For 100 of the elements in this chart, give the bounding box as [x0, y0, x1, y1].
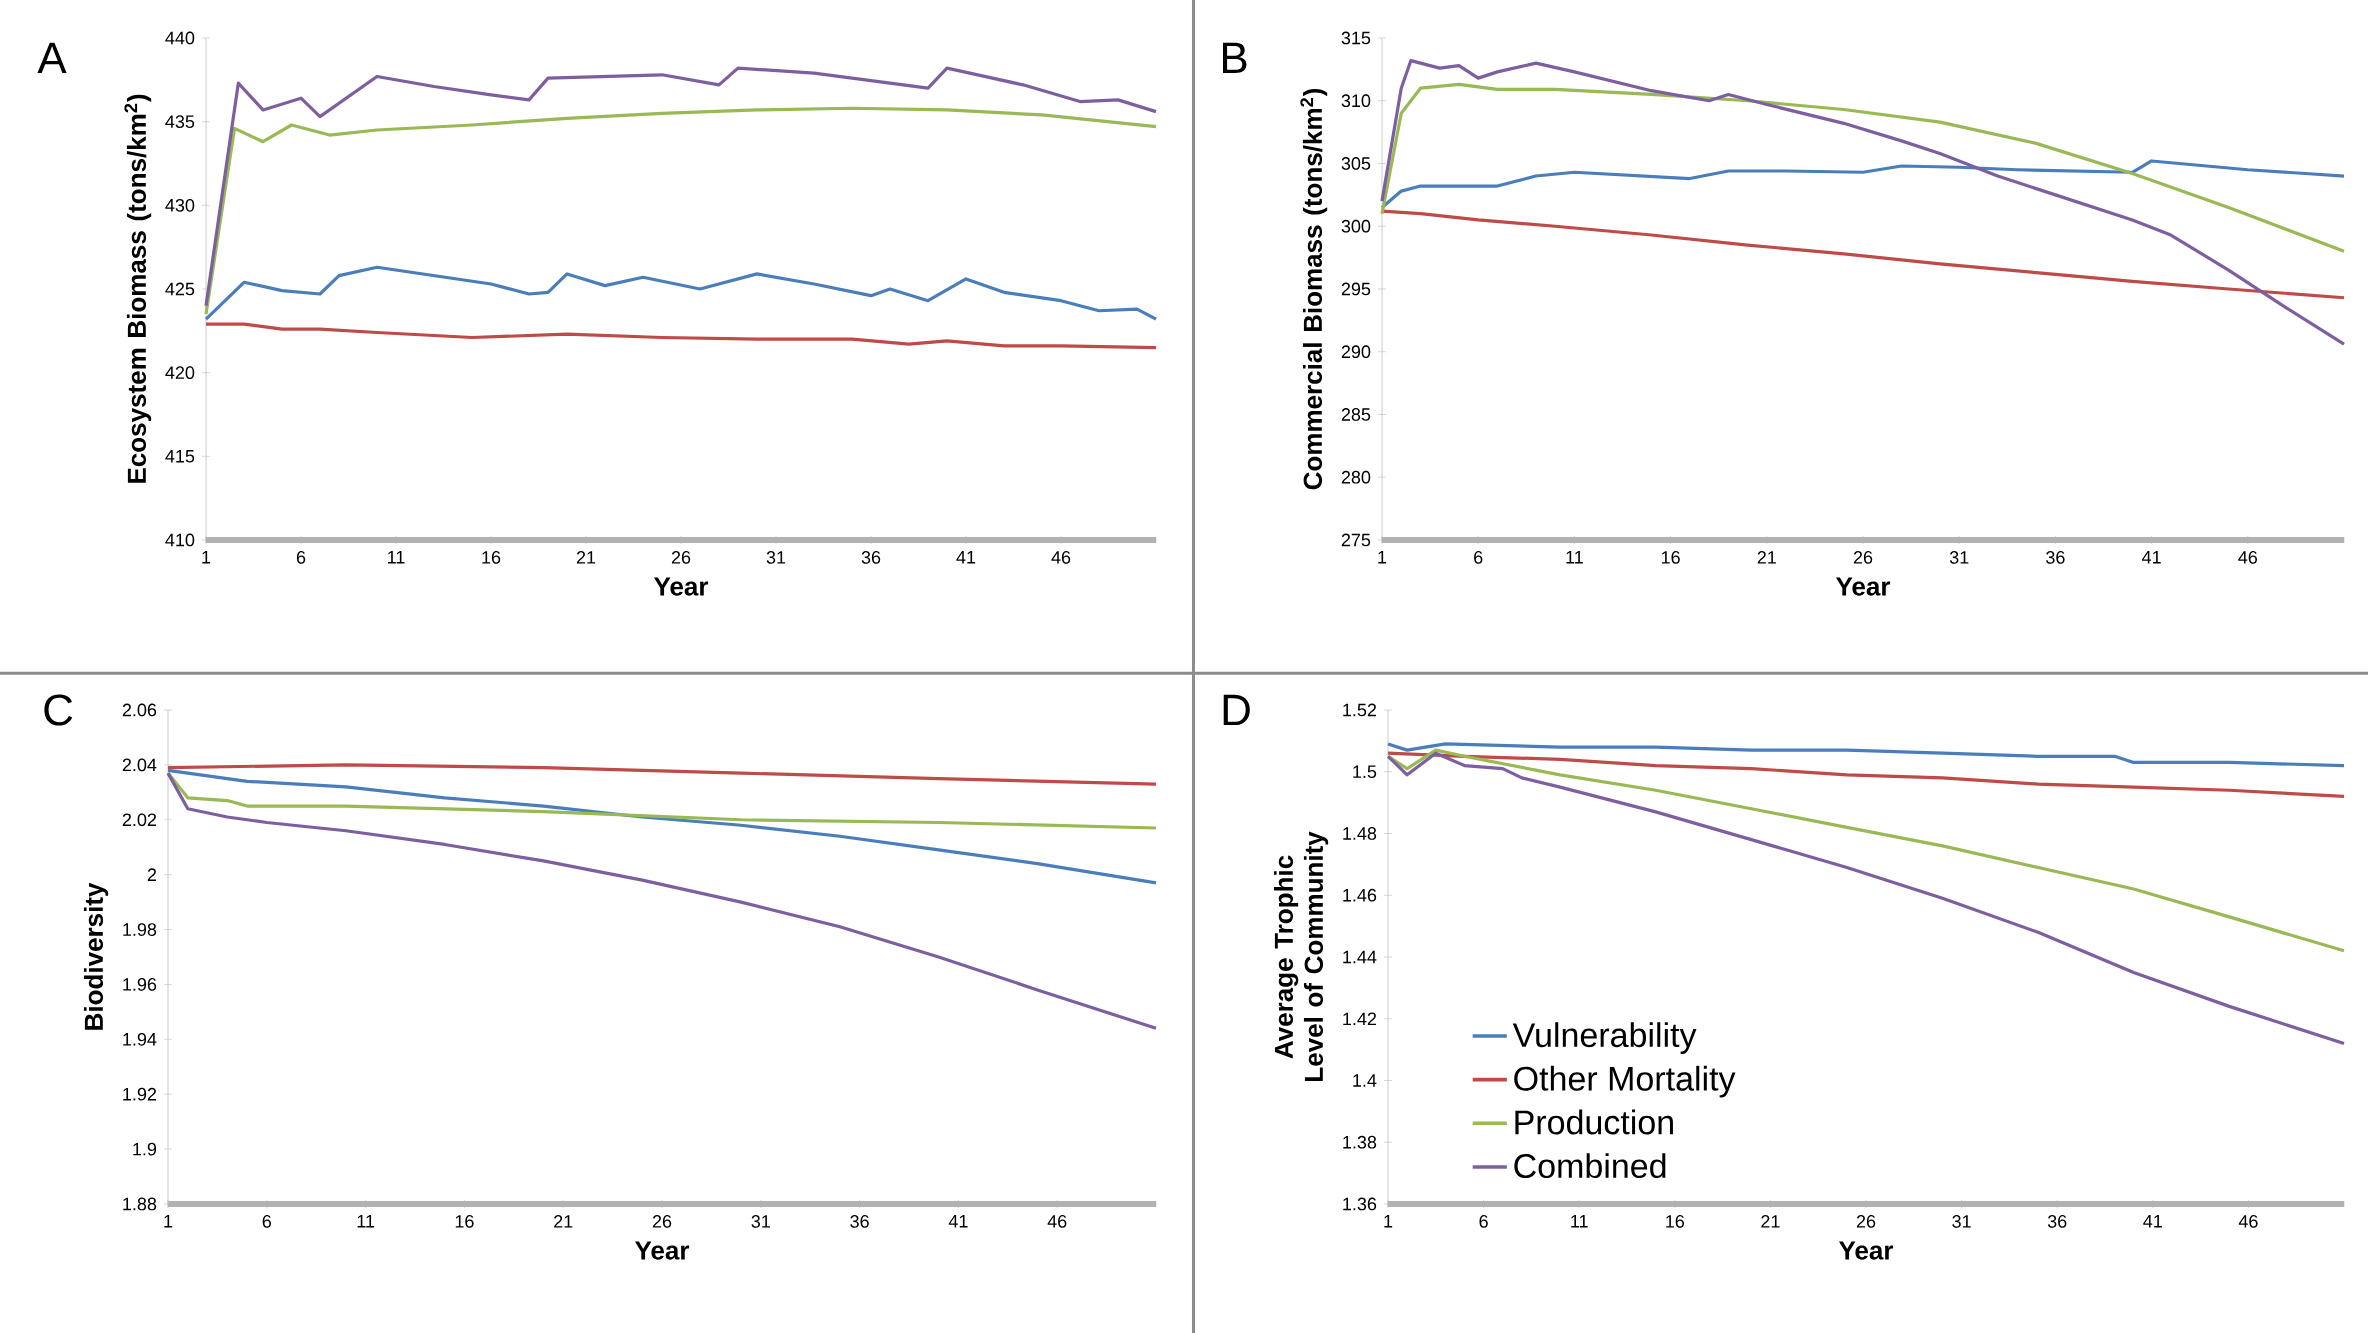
- x-tick-label: 6: [262, 1215, 272, 1228]
- legend-label: Combined: [1514, 1153, 1666, 1179]
- text: C: [44, 694, 73, 726]
- y-tick-label: 1.38: [1343, 1135, 1377, 1149]
- y-tick-label: 290: [1341, 345, 1371, 359]
- x-tick-label: 6: [296, 551, 306, 564]
- x-tick-label: 36: [2047, 1215, 2067, 1228]
- text: A: [37, 42, 67, 74]
- x-tick-label: 16: [455, 1215, 474, 1228]
- x-axis-title: Year: [653, 577, 709, 596]
- text: B: [1223, 42, 1247, 74]
- y-tick-label: 1.42: [1343, 1012, 1377, 1026]
- line-series: [166, 763, 1158, 786]
- x-tick-label: 36: [850, 1215, 869, 1228]
- x-tick-label: 11: [388, 551, 405, 564]
- x-tick-label: 6: [1474, 551, 1483, 564]
- y-tick-label: 2.04: [122, 758, 157, 772]
- y-axis-title: Average Trophic Level of Community: [1273, 831, 1329, 1081]
- x-tick-label: 1: [202, 551, 211, 564]
- line-series: [166, 771, 1158, 1030]
- y-tick-label: 1.36: [1343, 1197, 1377, 1211]
- y-tick-label: 295: [1341, 282, 1371, 296]
- x-tick-label: 16: [482, 551, 501, 564]
- line-series: [1380, 159, 2346, 210]
- y-tick-label: 1.5: [1353, 765, 1377, 779]
- x-tick-label: 31: [766, 551, 786, 564]
- x-tick-label: 41: [2143, 1215, 2162, 1228]
- x-tick-label: 11: [357, 1215, 375, 1228]
- y-tick-label: 285: [1341, 408, 1371, 421]
- y-tick-label: 1.96: [123, 978, 157, 991]
- y-tick-label: 430: [165, 198, 195, 212]
- x-tick-label: 11: [1571, 1215, 1588, 1228]
- x-tick-label: 21: [576, 551, 596, 564]
- y-tick-label: 305: [1341, 157, 1371, 170]
- x-tick-label: 46: [1047, 1215, 1067, 1228]
- text: D: [1223, 694, 1250, 726]
- x-tick-label: 1: [1378, 551, 1387, 564]
- y-tick-label: 310: [1341, 94, 1371, 108]
- line-series: [1386, 742, 2346, 768]
- line-series: [204, 106, 1158, 316]
- y-tick-label: 1.44: [1343, 950, 1377, 964]
- x-tick-label: 41: [948, 1215, 968, 1228]
- legend-label: Other Mortality: [1514, 1065, 1736, 1098]
- y-tick-label: 1.98: [123, 923, 157, 936]
- y-tick-label: 1.48: [1343, 827, 1377, 840]
- x-tick-label: 46: [2238, 1215, 2258, 1228]
- y-tick-label: 1.46: [1343, 888, 1377, 902]
- y-tick-label: 410: [165, 533, 195, 547]
- legend-label: Vulnerability: [1512, 1022, 1697, 1054]
- y-tick-label: 425: [165, 282, 195, 296]
- y-tick-label: 440: [165, 31, 195, 45]
- x-tick-label: 21: [1757, 551, 1776, 564]
- y-tick-label: 415: [165, 450, 195, 463]
- x-axis-title: Year: [1838, 1241, 1894, 1260]
- y-axis-title: Ecosystem Biomass (tons/km$^{2}$): [124, 94, 152, 483]
- x-tick-label: 31: [1952, 1215, 1971, 1228]
- y-tick-label: 1.88: [123, 1197, 157, 1211]
- x-tick-label: 26: [1853, 551, 1873, 564]
- x-tick-label: 26: [1856, 1215, 1876, 1228]
- y-tick-label: 2.02: [122, 813, 157, 827]
- line-series: [1380, 58, 2346, 346]
- y-tick-label: 2.06: [122, 703, 157, 717]
- x-tick-label: 46: [2238, 551, 2258, 564]
- x-tick-label: 31: [751, 1215, 770, 1228]
- y-tick-label: 315: [1341, 31, 1371, 45]
- x-tick-label: 21: [1761, 1215, 1780, 1228]
- x-tick-label: 16: [1666, 1215, 1685, 1228]
- line-series: [204, 66, 1158, 308]
- legend-label: Production: [1515, 1109, 1673, 1135]
- line-series: [166, 768, 1158, 885]
- line-series: [1386, 751, 2346, 799]
- x-tick-label: 11: [1566, 551, 1583, 564]
- y-tick-label: 1.9: [133, 1142, 157, 1156]
- y-tick-label: 275: [1341, 533, 1371, 547]
- y-tick-label: 280: [1341, 470, 1371, 484]
- y-tick-label: 1.52: [1343, 703, 1377, 717]
- line-series: [204, 322, 1158, 350]
- y-tick-label: 420: [165, 366, 195, 380]
- y-tick-label: 1.94: [123, 1032, 157, 1046]
- x-tick-label: 41: [2142, 551, 2161, 564]
- y-axis-title: Commercial Biomass (tons/km$^{2}$): [1300, 88, 1328, 490]
- x-tick-label: 46: [1051, 551, 1071, 564]
- line-series: [1380, 82, 2346, 253]
- x-tick-label: 26: [671, 551, 691, 564]
- x-tick-label: 21: [554, 1215, 573, 1228]
- x-tick-label: 1: [164, 1215, 173, 1228]
- x-tick-label: 26: [652, 1215, 672, 1228]
- y-axis-title: Biodiversity: [83, 882, 109, 1030]
- y-tick-label: 1.92: [123, 1087, 157, 1101]
- x-tick-label: 16: [1661, 551, 1680, 564]
- x-tick-label: 6: [1479, 1215, 1488, 1228]
- x-tick-label: 41: [956, 551, 976, 564]
- x-tick-label: 36: [861, 551, 881, 564]
- x-axis-title: Year: [634, 1241, 690, 1260]
- x-axis-title: Year: [1835, 577, 1891, 596]
- y-tick-label: 300: [1341, 219, 1371, 233]
- x-tick-label: 36: [2046, 551, 2065, 564]
- x-tick-label: 1: [1384, 1215, 1393, 1228]
- y-tick-label: 435: [165, 115, 195, 129]
- x-tick-label: 31: [1949, 551, 1969, 564]
